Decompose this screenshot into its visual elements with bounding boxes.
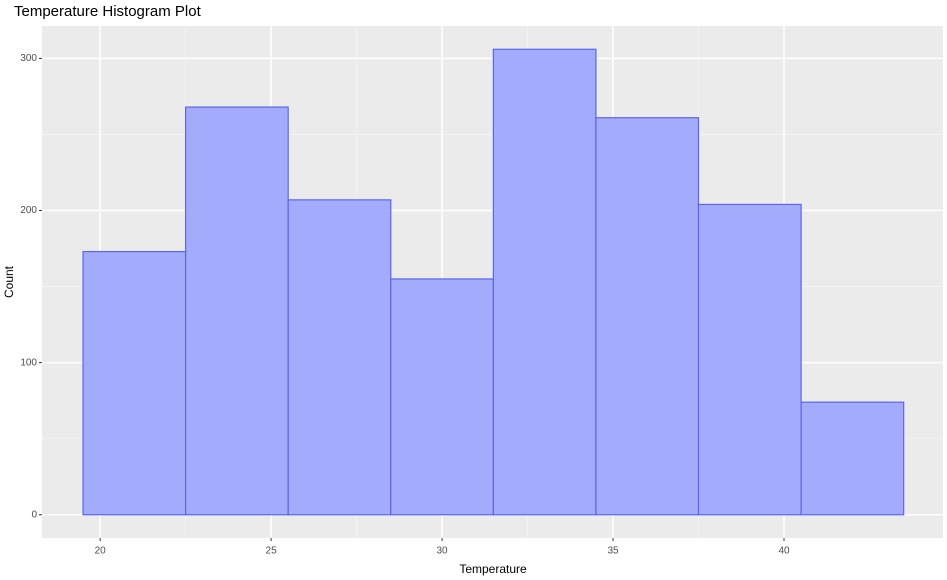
y-tick-label: 0: [31, 509, 37, 520]
bar: [492, 48, 597, 516]
x-tick-label: 35: [607, 546, 619, 557]
y-tick-label: 100: [20, 357, 37, 368]
y-axis-title: Count: [2, 265, 16, 298]
x-tick-label: 30: [437, 546, 449, 557]
bar: [82, 250, 187, 516]
x-tick-label: 25: [266, 546, 278, 557]
bar: [390, 278, 494, 516]
x-tick-label: 20: [95, 546, 107, 557]
y-tick-label: 300: [20, 53, 37, 64]
bar: [185, 106, 289, 516]
bar: [595, 117, 700, 516]
x-axis-title: Temperature: [459, 562, 527, 576]
y-tick-label: 200: [20, 205, 37, 216]
bar: [287, 199, 392, 516]
bar: [800, 401, 905, 516]
x-tick-label: 40: [778, 546, 790, 557]
chart-title: Temperature Histogram Plot: [14, 3, 202, 20]
bar: [697, 203, 802, 516]
